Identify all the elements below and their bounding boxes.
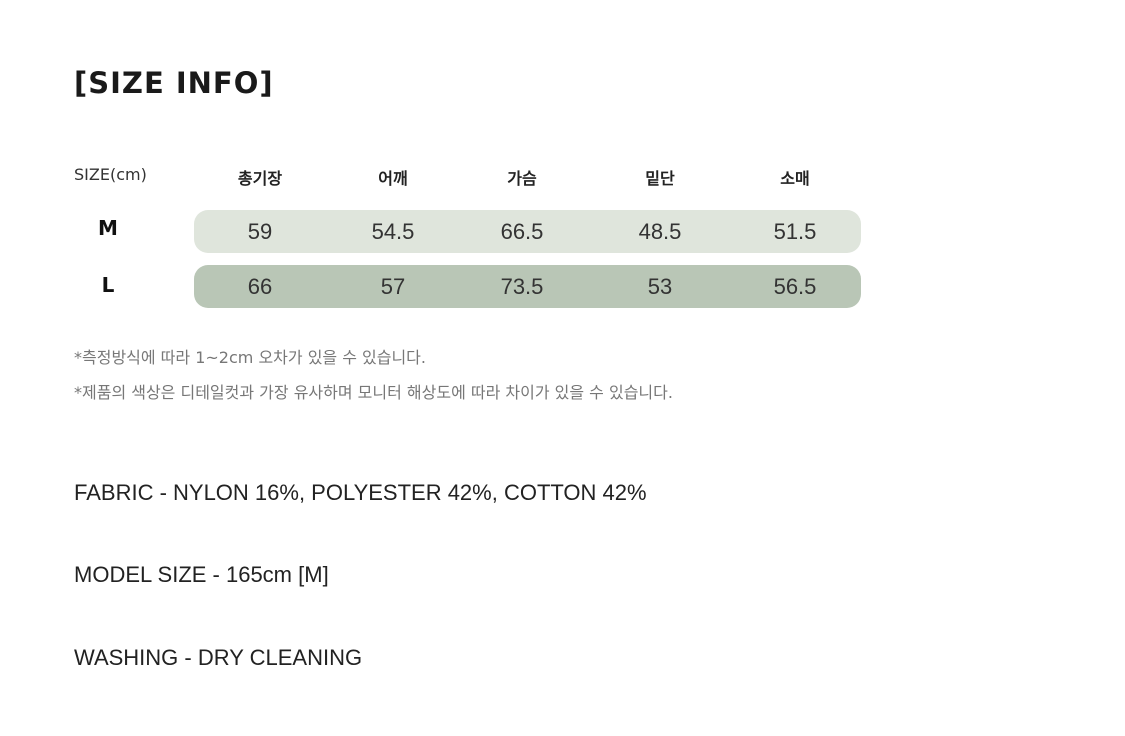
table-cell: 54.5 — [371, 219, 415, 244]
table-cell: 56.5 — [773, 274, 817, 299]
color-note: *제품의 색상은 디테일컷과 가장 유사하며 모니터 해상도에 따라 차이가 있… — [74, 383, 673, 402]
table-cell: 48.5 — [638, 219, 682, 244]
column-header-total-length: 총기장 — [237, 169, 283, 188]
row-label-m: M — [98, 216, 118, 240]
table-cell: 73.5 — [500, 274, 544, 299]
table-cell: 66 — [247, 274, 273, 299]
washing-info: WASHING - DRY CLEANING — [74, 645, 363, 670]
column-header-shoulder: 어깨 — [378, 169, 408, 188]
table-cell: 59 — [247, 219, 273, 244]
table-cell: 57 — [380, 274, 406, 299]
table-cell: 66.5 — [500, 219, 544, 244]
table-cell: 51.5 — [773, 219, 817, 244]
page-title: [SIZE INFO] — [74, 66, 274, 100]
table-row-m: 59 54.5 66.5 48.5 51.5 — [194, 210, 861, 253]
model-size-info: MODEL SIZE - 165cm [M] — [74, 562, 329, 587]
size-header: SIZE(cm) — [74, 165, 147, 184]
column-header-hem: 밑단 — [645, 169, 675, 188]
table-row-l: 66 57 73.5 53 56.5 — [194, 265, 861, 308]
column-header-sleeve: 소매 — [780, 169, 810, 188]
fabric-info: FABRIC - NYLON 16%, POLYESTER 42%, COTTO… — [74, 480, 647, 505]
row-label-l: L — [101, 273, 115, 297]
column-header-chest: 가슴 — [507, 169, 537, 188]
measurement-note: *측정방식에 따라 1~2cm 오차가 있을 수 있습니다. — [74, 348, 426, 367]
table-cell: 53 — [647, 274, 673, 299]
